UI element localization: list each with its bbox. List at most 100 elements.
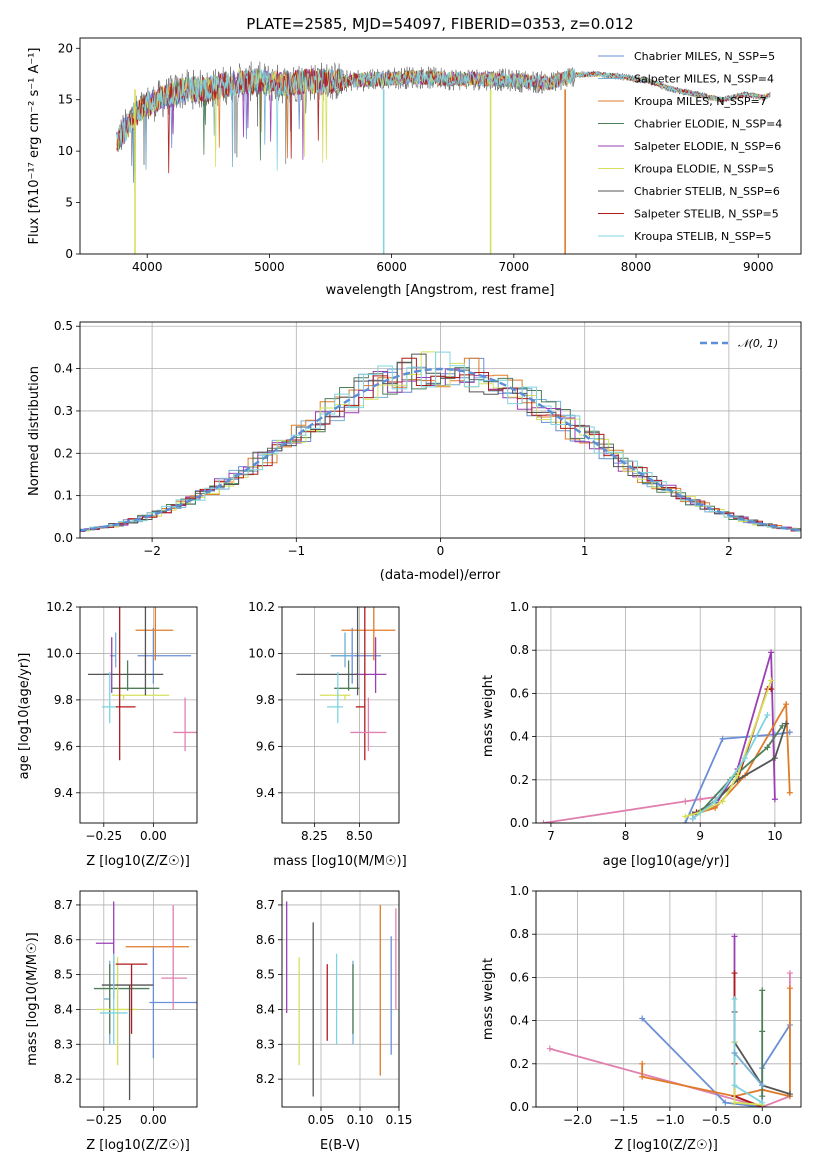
weight-marker <box>783 720 790 727</box>
weight-series <box>689 712 771 822</box>
weight-line <box>692 714 769 820</box>
y-tick-label: 8.6 <box>54 933 73 947</box>
x-tick-label: 0.10 <box>347 1113 374 1127</box>
mass-vs-Z-ylabel: mass [log10(M/M☉)] <box>25 932 40 1065</box>
axes-frame <box>281 890 400 1108</box>
x-tick-label: 8.25 <box>301 829 328 843</box>
axes-frame <box>79 321 802 539</box>
weight-marker <box>731 1050 738 1056</box>
y-tick-label: 0.8 <box>510 927 529 941</box>
weight-marker <box>768 649 775 656</box>
weight-line <box>543 796 716 823</box>
x-tick-label: 0.15 <box>386 1113 413 1127</box>
x-tick-label: 0.00 <box>140 829 167 843</box>
error-bar-point <box>135 607 174 661</box>
weight-marker <box>786 1091 793 1098</box>
weight-vs-Z-ylabel: mass weight <box>481 958 496 1040</box>
legend-label: Salpeter STELIB, N_SSP=5 <box>634 208 779 221</box>
error-bar-point <box>115 607 136 761</box>
weight-series <box>759 987 766 1100</box>
x-tick-label: −1 <box>287 544 305 558</box>
weight-marker <box>768 686 775 693</box>
axes-frame <box>535 890 802 1108</box>
x-tick-label: 8 <box>622 829 630 843</box>
weight-series <box>731 996 766 1106</box>
weight-marker <box>719 735 726 742</box>
spectrum-title: PLATE=2585, MJD=54097, FIBERID=0353, z=0… <box>246 15 633 33</box>
y-tick-label: 0.2 <box>54 446 73 460</box>
weight-series <box>731 1050 766 1089</box>
legend-label: Salpeter ELODIE, N_SSP=6 <box>634 140 781 153</box>
y-tick-label: 1.0 <box>510 600 529 614</box>
y-tick-label: 0.0 <box>510 816 529 830</box>
y-tick-label: 8.4 <box>256 1002 275 1016</box>
error-bar-point <box>173 697 197 751</box>
x-tick-label: 0.0 <box>753 1113 772 1127</box>
legend-label: Kroupa MILES, N_SSP=7 <box>634 95 767 108</box>
weight-marker <box>759 1093 766 1100</box>
x-tick-label: 1 <box>581 544 589 558</box>
histogram-step-path <box>80 351 801 532</box>
y-tick-label: 8.5 <box>54 968 73 982</box>
x-tick-label: 8000 <box>621 260 652 274</box>
error-bar-point <box>161 904 188 1010</box>
y-tick-label: 9.4 <box>54 786 73 800</box>
weight-marker <box>764 712 771 718</box>
weight-line <box>641 1017 791 1107</box>
x-tick-label: 0 <box>437 544 445 558</box>
y-tick-label: 8.2 <box>256 1072 275 1086</box>
x-tick-label: 8.50 <box>346 829 373 843</box>
weight-marker <box>719 798 726 805</box>
weight-marker <box>712 798 719 805</box>
x-tick-label: −1.5 <box>609 1113 638 1127</box>
error-bar-point <box>101 984 154 1101</box>
legend-label: Salpeter MILES, N_SSP=4 <box>634 73 774 86</box>
axes-frame <box>79 37 802 255</box>
mass-vs-Z-xlabel: Z [log10(Z/Z☉)] <box>86 1138 190 1153</box>
y-tick-label: 8.4 <box>54 1002 73 1016</box>
y-tick-label: 1.0 <box>510 884 529 898</box>
y-tick-label: 9.6 <box>256 739 275 753</box>
x-tick-label: 4000 <box>132 260 163 274</box>
weight-marker <box>779 722 786 729</box>
error-bar-point <box>115 963 148 1034</box>
y-tick-label: 0 <box>65 247 73 261</box>
y-tick-label: 9.8 <box>256 693 275 707</box>
legend-label: Chabrier STELIB, N_SSP=6 <box>634 185 780 198</box>
y-tick-label: 0.3 <box>54 404 73 418</box>
error-bar-point <box>87 607 164 696</box>
y-tick-label: 0.4 <box>54 362 73 376</box>
weight-marker <box>639 1060 646 1067</box>
y-tick-label: 20 <box>58 41 73 55</box>
error-bar-point <box>95 901 115 999</box>
error-bar-point <box>350 697 387 751</box>
y-tick-label: 0.2 <box>510 773 529 787</box>
weight-marker <box>731 970 738 977</box>
weight-marker <box>689 815 696 822</box>
y-tick-label: 10 <box>58 144 73 158</box>
weight-marker <box>786 985 793 992</box>
y-tick-label: 8.5 <box>256 968 275 982</box>
weight-marker <box>722 1099 729 1106</box>
weight-marker <box>546 1045 553 1052</box>
weight-marker <box>786 789 793 796</box>
histogram-series <box>80 361 801 532</box>
x-tick-label: −0.5 <box>701 1113 730 1127</box>
x-tick-label: −2.0 <box>563 1113 592 1127</box>
error-bar-point <box>109 632 117 668</box>
weight-line <box>733 1052 763 1086</box>
weight-marker <box>682 820 689 823</box>
weight-vs-age-xlabel: age [log10(age/yr)] <box>603 854 730 869</box>
age-vs-mass-panel: 8.25 8.50 9.4 9.6 9.8 10.0 10.2 <box>248 600 400 843</box>
mass-vs-EBV-panel: 0.05 0.10 0.15 8.2 8.3 8.4 8.5 8.6 8.7 <box>256 890 413 1127</box>
age-vs-Z-ylabel: age [log10(age/yr)] <box>17 653 32 780</box>
y-tick-label: 0.0 <box>54 531 73 545</box>
x-tick-label: 10 <box>767 829 782 843</box>
error-bar-point <box>296 607 359 696</box>
error-bar-point <box>99 953 128 1045</box>
y-tick-label: 8.7 <box>54 898 73 912</box>
spectrum-line <box>116 68 771 171</box>
weight-marker <box>759 1028 766 1035</box>
weight-marker <box>682 813 689 820</box>
error-bar-point <box>111 660 160 691</box>
